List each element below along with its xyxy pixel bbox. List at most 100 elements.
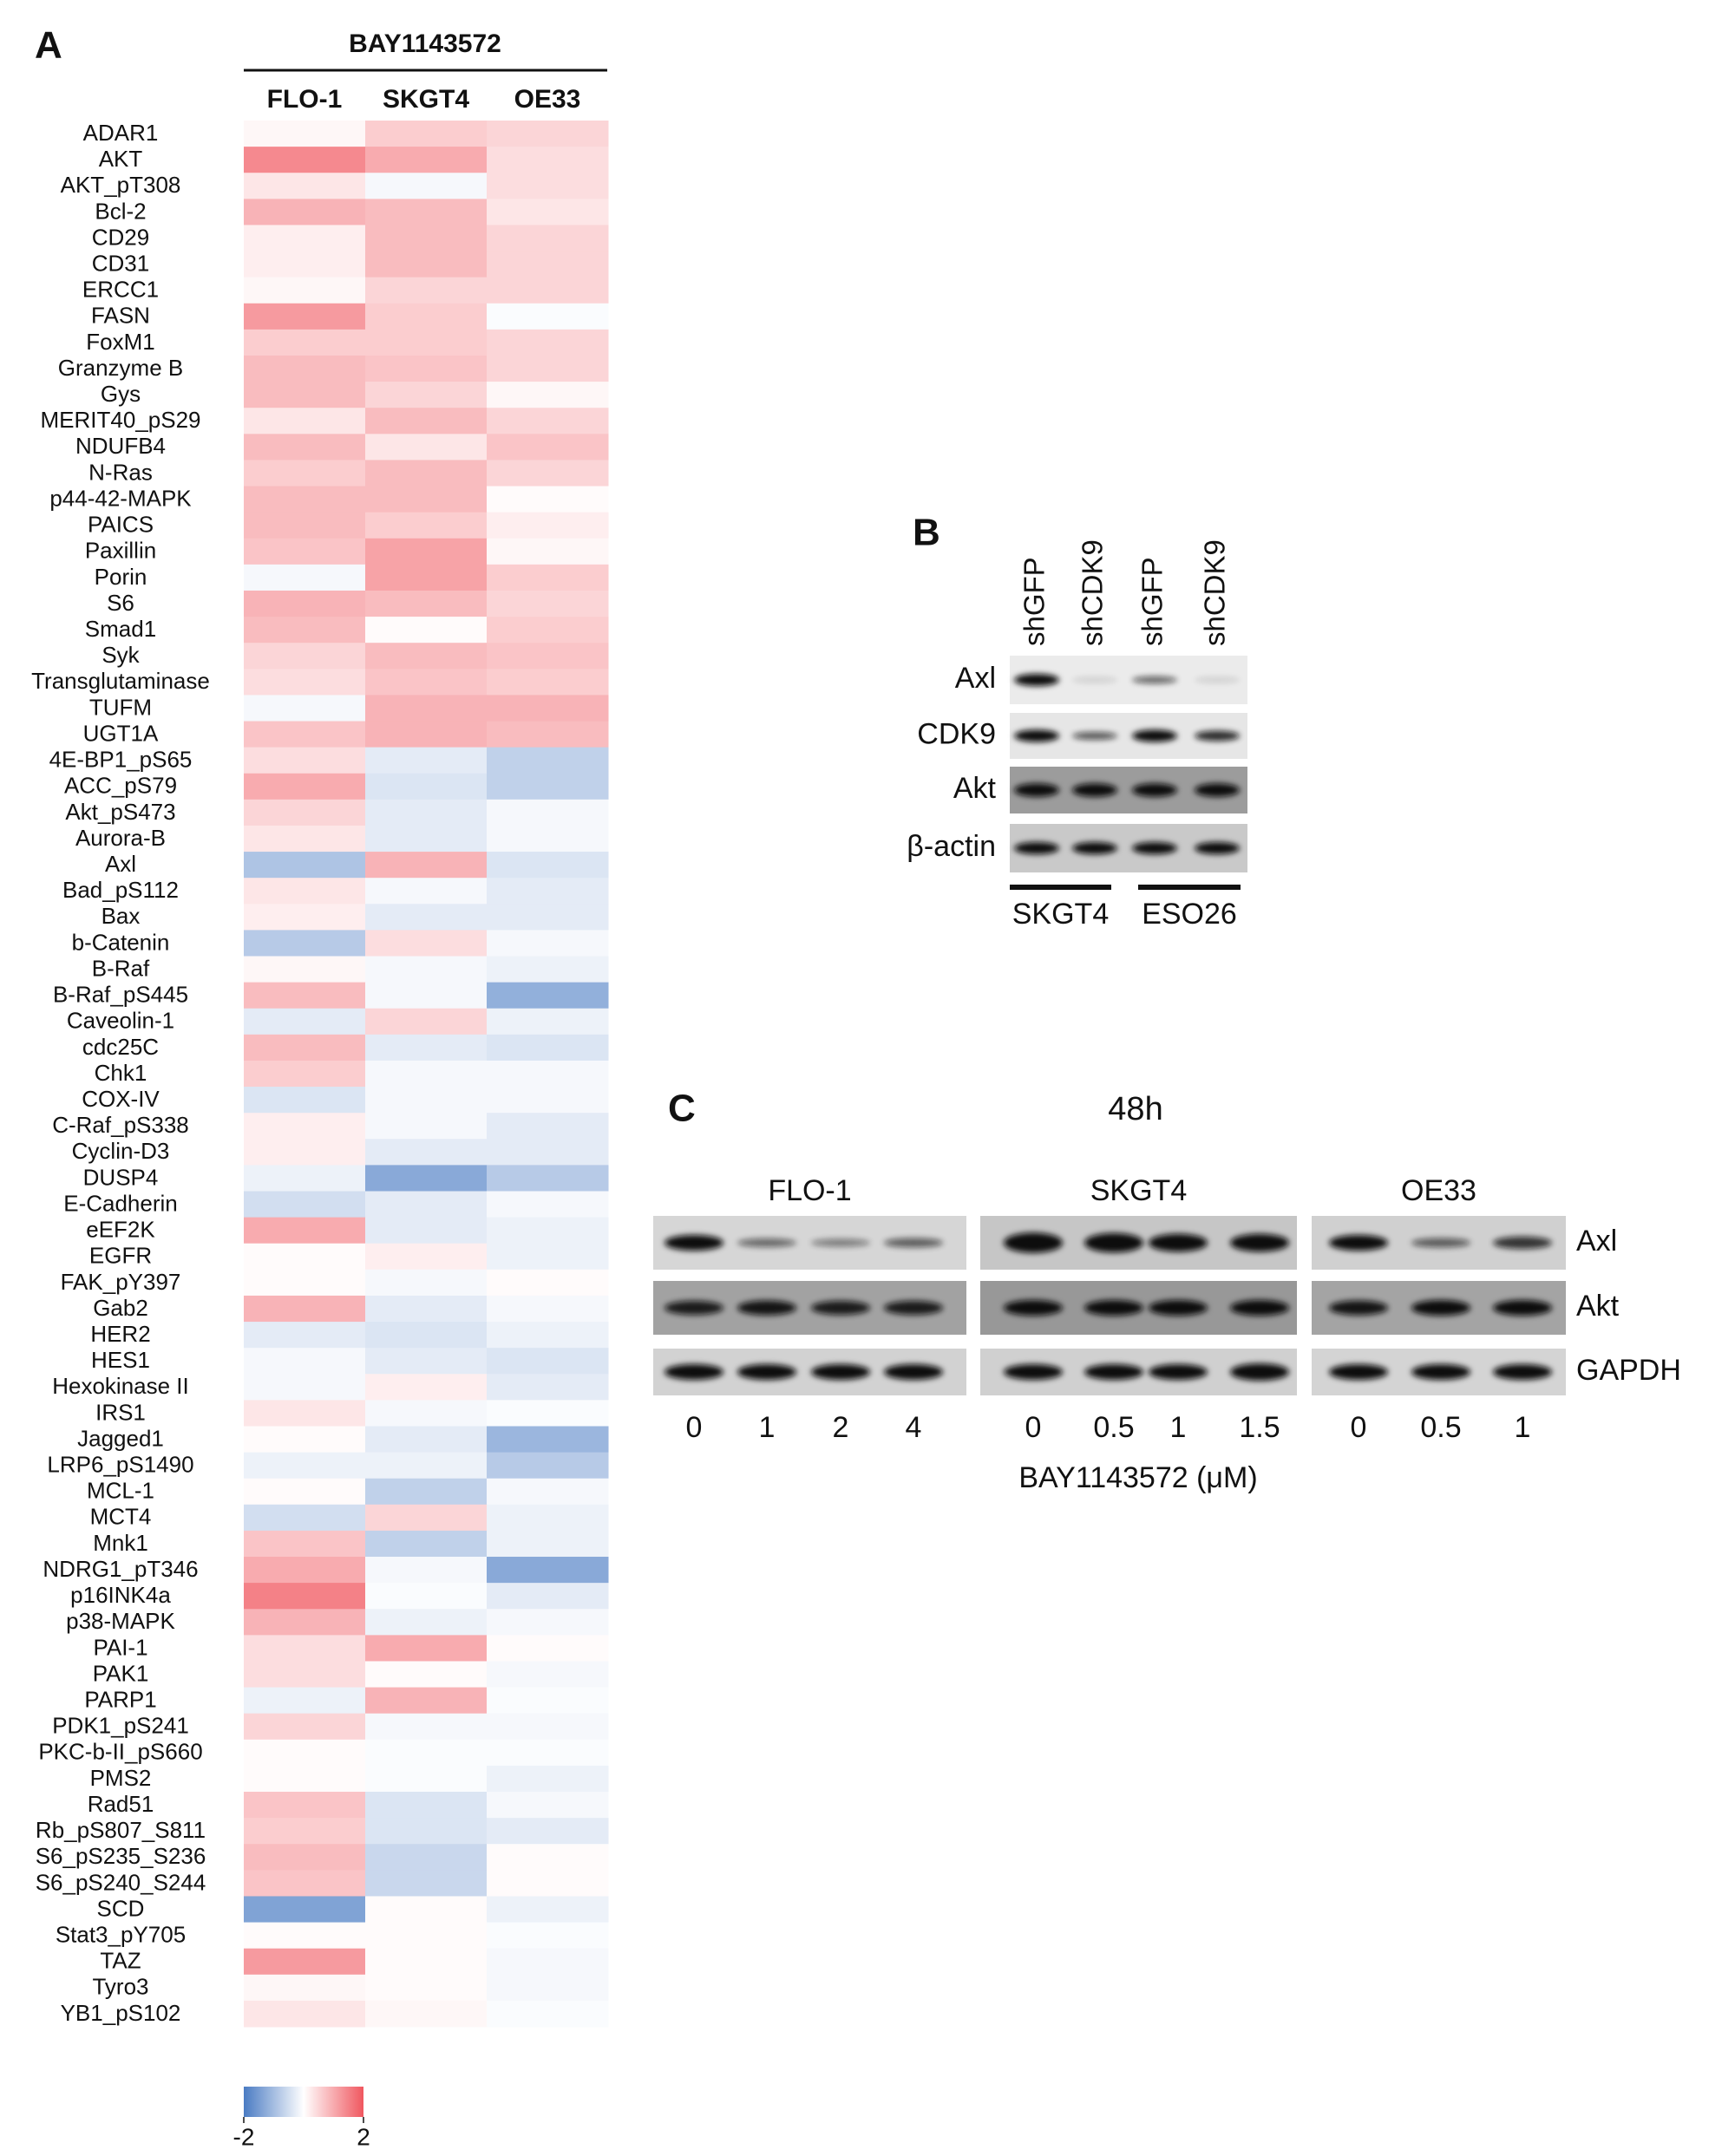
- heatmap-cell: [365, 1922, 488, 1950]
- row-label: ERCC1: [82, 277, 159, 303]
- heatmap-cell: [487, 721, 609, 748]
- blot-band: [1072, 676, 1117, 683]
- heatmap-cell: [487, 486, 609, 513]
- blot-band: [1411, 1238, 1470, 1248]
- row-label: B-Raf: [92, 955, 150, 981]
- heatmap-cell: [244, 1818, 366, 1845]
- heatmap-cell: [487, 1060, 609, 1088]
- heatmap-cell: [365, 1400, 488, 1427]
- blot-row-label: Axl: [955, 662, 996, 695]
- heatmap-cell: [244, 1217, 366, 1245]
- heatmap-cell: [487, 1191, 609, 1218]
- heatmap-cell: [487, 512, 609, 539]
- heatmap-cell: [244, 1348, 366, 1375]
- row-label: Transglutaminase: [31, 668, 210, 694]
- heatmap-cell: [365, 617, 488, 644]
- heatmap-cell: [244, 1922, 366, 1950]
- blot-band: [1072, 731, 1117, 741]
- row-label: Granzyme B: [58, 355, 184, 381]
- heatmap-cell: [487, 1400, 609, 1427]
- heatmap-cell: [244, 303, 366, 330]
- heatmap-cell: [365, 1191, 488, 1218]
- row-label: HER2: [90, 1321, 150, 1347]
- heatmap-cell: [244, 382, 366, 408]
- heatmap-cell: [365, 1687, 488, 1715]
- colorbar: [244, 2087, 363, 2117]
- heatmap-cell: [244, 982, 366, 1009]
- blot-band: [1493, 1364, 1552, 1380]
- dose-label: 1: [759, 1411, 776, 1444]
- heatmap-cell: [487, 878, 609, 905]
- heatmap-cell: [244, 1113, 366, 1140]
- row-label: Smad1: [85, 616, 156, 642]
- heatmap-cell: [487, 147, 609, 173]
- heatmap-cell: [244, 1792, 366, 1819]
- row-label: Tyro3: [92, 1974, 148, 2000]
- blot-band: [665, 1300, 723, 1316]
- heatmap-cell: [365, 225, 488, 252]
- row-label: MCL-1: [87, 1478, 154, 1504]
- heatmap-cell: [365, 1792, 488, 1819]
- heatmap-cell: [244, 486, 366, 513]
- heatmap-cell: [365, 121, 488, 147]
- heatmap-cell: [244, 173, 366, 199]
- row-label: Axl: [105, 851, 136, 877]
- heatmap-cell: [244, 1139, 366, 1166]
- heatmap-cell: [487, 617, 609, 644]
- row-label: PAICS: [88, 512, 154, 538]
- heatmap-cell: [487, 695, 609, 722]
- heatmap-cell: [487, 564, 609, 591]
- blot-band: [1230, 1233, 1289, 1252]
- row-label: Porin: [95, 564, 147, 590]
- dose-label: 0.5: [1420, 1411, 1461, 1444]
- heatmap-cell: [244, 1765, 366, 1793]
- heatmap-cell: [244, 669, 366, 696]
- heatmap-cell: [244, 225, 366, 252]
- dose-label: 0: [1025, 1411, 1042, 1444]
- colorbar-tick-label: 2: [357, 2123, 370, 2150]
- row-label: SCD: [97, 1895, 145, 1921]
- row-label: Chk1: [95, 1060, 147, 1086]
- row-label: 4E-BP1_pS65: [49, 747, 193, 773]
- heatmap-cell: [365, 486, 488, 513]
- blot-band: [1493, 1300, 1552, 1316]
- heatmap-cell: [365, 956, 488, 983]
- colorbar-tick-label: -2: [233, 2123, 255, 2150]
- heatmap-cell: [365, 1739, 488, 1767]
- heatmap-cell: [244, 1034, 366, 1062]
- heatmap-cell: [487, 2000, 609, 2028]
- blot-band: [1004, 1232, 1063, 1253]
- heatmap-cell: [365, 1713, 488, 1741]
- heatmap-cell: [487, 1530, 609, 1558]
- heatmap-cell: [365, 1374, 488, 1401]
- heatmap-cell: [365, 930, 488, 957]
- blot-band: [1195, 842, 1240, 854]
- heatmap-cell: [244, 1661, 366, 1689]
- blot-band: [665, 1364, 723, 1380]
- heatmap-cell: [487, 434, 609, 461]
- heatmap-cell: [365, 1217, 488, 1245]
- heatmap-cell: [244, 1243, 366, 1271]
- heatmap-cell: [365, 1844, 488, 1871]
- blot-row-label: Axl: [1576, 1225, 1617, 1258]
- heatmap-cell: [365, 538, 488, 565]
- heatmap-cell: [487, 1609, 609, 1636]
- row-label: Mnk1: [93, 1530, 148, 1556]
- heatmap-cell: [487, 956, 609, 983]
- row-label: Rb_pS807_S811: [36, 1817, 206, 1843]
- heatmap-cell: [244, 1739, 366, 1767]
- heatmap-cell: [244, 460, 366, 487]
- heatmap-cell: [244, 1974, 366, 2002]
- blot-band: [1132, 729, 1177, 742]
- row-label: S6_pS235_S236: [36, 1843, 206, 1869]
- group-label: ESO26: [1142, 898, 1237, 931]
- blot-band: [1014, 674, 1059, 686]
- heatmap-cell: [365, 1661, 488, 1689]
- blot-row-label: GAPDH: [1576, 1354, 1681, 1387]
- row-label: Gys: [101, 381, 141, 407]
- row-label: PKC-b-II_pS660: [38, 1739, 202, 1765]
- row-label: PDK1_pS241: [52, 1713, 189, 1739]
- heatmap-cell: [244, 1269, 366, 1297]
- heatmap-cell: [365, 512, 488, 539]
- blot-band: [884, 1300, 943, 1316]
